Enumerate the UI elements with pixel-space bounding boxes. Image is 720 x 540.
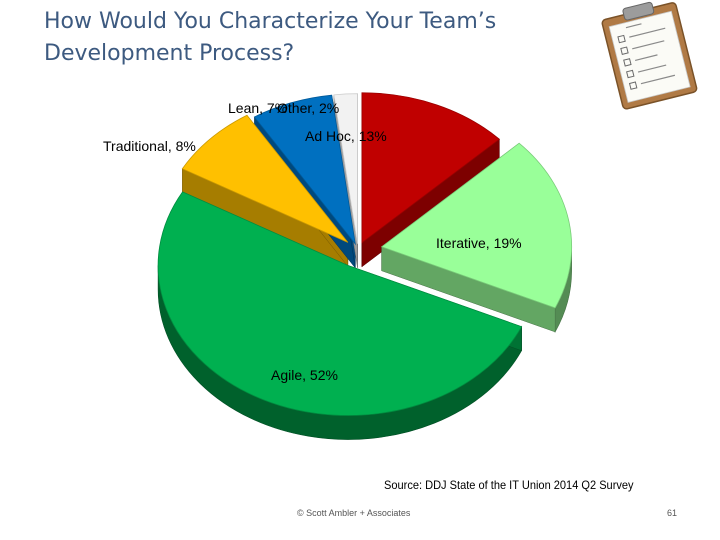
- pie-slice-lean: [253, 94, 356, 246]
- pie-label-iterative: Iterative, 19%: [436, 235, 522, 251]
- pie-label-traditional: Traditional, 8%: [103, 138, 196, 154]
- pie-label-lean: Lean, 7%: [228, 100, 287, 116]
- copyright-footer: © Scott Ambler + Associates: [297, 508, 411, 518]
- pie-label-agile: Agile, 52%: [271, 367, 338, 383]
- pie-slice-traditional: [181, 114, 349, 243]
- pie-label-ad-hoc: Ad Hoc, 13%: [305, 128, 387, 144]
- pie-labels: Ad Hoc, 13% Iterative, 19% Agile, 52% Tradi…: [103, 100, 522, 383]
- title-line-2: Development Process?: [44, 41, 295, 66]
- page-number: 61: [667, 508, 678, 518]
- pie-slices: [157, 92, 573, 440]
- page-title: How Would You Characterize Your Team’s D…: [44, 6, 584, 70]
- source-note: Source: DDJ State of the IT Union 2014 Q…: [384, 478, 634, 492]
- pie-slice-agile: [157, 191, 523, 416]
- title-line-1: How Would You Characterize Your Team’s: [44, 9, 497, 34]
- pie-slice-iterative: [380, 142, 573, 309]
- pie-slice-ad-hoc: [361, 92, 501, 244]
- pie-label-other: Other, 2%: [277, 100, 339, 116]
- clipboard-checklist-icon: [601, 1, 698, 110]
- pie-slice-other: [333, 93, 358, 244]
